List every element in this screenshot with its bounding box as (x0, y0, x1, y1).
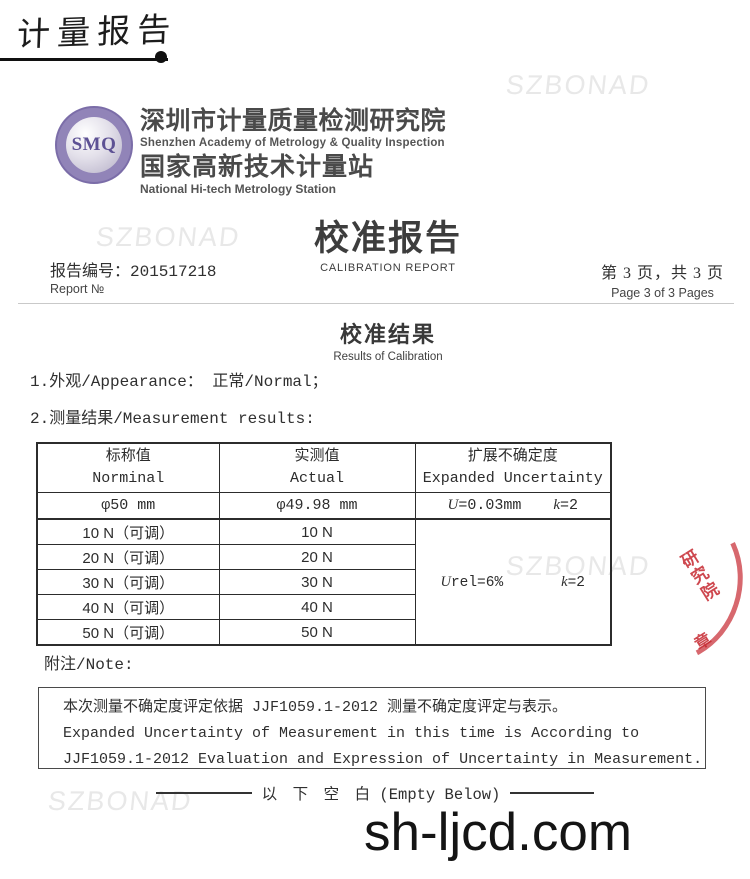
handwritten-dot (155, 51, 167, 63)
header-divider (18, 303, 734, 304)
smq-logo-icon: SMQ (55, 106, 133, 184)
cell-actual: 50 N (218, 619, 416, 646)
cell-uncertainty-merged: Urel=6% k=2 (414, 518, 612, 646)
cell-norminal-diameter: φ50 mm (36, 492, 220, 520)
header-cell-norminal: 标称值 Norminal (36, 442, 220, 493)
domain-text: sh-ljcd.com (364, 803, 633, 862)
table-header-row: 标称值 Norminal 实测值 Actual 扩展不确定度 Expanded Unc… (36, 442, 612, 493)
cell-actual: 30 N (218, 569, 416, 595)
smq-logo-sphere: SMQ (66, 117, 122, 173)
results-heading-block: 校准结果 Results of Calibration (26, 317, 750, 363)
cell-norminal: 50 N（可调） (36, 619, 220, 646)
org-name-en: Shenzhen Academy of Metrology & Quality … (140, 137, 445, 150)
cell-norminal: 10 N（可调） (36, 518, 220, 545)
page-number-block: 第 3 页，共 3 页 Page 3 of 3 Pages (601, 264, 724, 301)
note-line-cn: 本次测量不确定度评定依据 JJF1059.1-2012 测量不确定度评定与表示。 (63, 699, 568, 716)
cell-actual-diameter: φ49.98 mm (218, 492, 416, 520)
table-row: 20 N（可调） 20 N (36, 544, 611, 570)
table-row: 50 N（可调） 50 N (36, 619, 611, 646)
appearance-item: 1.外观/Appearance： 正常/Normal； (30, 373, 328, 391)
cell-actual: 40 N (218, 594, 416, 620)
table-row: 40 N（可调） 40 N (36, 594, 611, 620)
results-heading-cn: 校准结果 (339, 322, 436, 347)
table-row-diameter: φ50 mm φ49.98 mm U=0.03mm k=2 (36, 492, 612, 520)
empty-below-text: 以 下 空 白 (Empty Below) (261, 786, 501, 804)
results-heading-en: Results of Calibration (333, 351, 443, 363)
cell-norminal: 40 N（可调） (36, 594, 220, 620)
header-cell-actual: 实测值 Actual (218, 442, 416, 493)
measurement-item: 2.测量结果/Measurement results: (30, 410, 315, 428)
report-number: 报告编号：201517218 (50, 263, 217, 281)
report-title-block: 校准报告 CALIBRATION REPORT (26, 210, 750, 274)
page-number-en: Page 3 of 3 Pages (611, 285, 714, 300)
station-name-cn: 国家高新技术计量站 (140, 153, 375, 182)
watermark: SZBONAD (504, 70, 653, 100)
station-name-en: National Hi-tech Metrology Station (140, 181, 337, 196)
cell-actual: 20 N (218, 544, 416, 570)
smq-logo-text: SMQ (71, 134, 117, 155)
report-title-cn: 校准报告 (313, 219, 462, 258)
org-name-cn: 深圳市计量质量检测研究院 (140, 107, 447, 135)
note-box: 本次测量不确定度评定依据 JJF1059.1-2012 测量不确定度评定与表示。… (38, 687, 706, 769)
note-line-en-1: Expanded Uncertainty of Measurement in t… (63, 725, 640, 742)
table-row: 10 N（可调） 10 N Urel=6% k=2 (36, 518, 612, 646)
empty-below-divider: 以 下 空 白 (Empty Below) (0, 782, 750, 804)
header-cell-uncertainty: 扩展不确定度 Expanded Uncertainty (414, 442, 612, 493)
cell-actual: 10 N (218, 518, 416, 545)
cell-norminal: 30 N（可调） (36, 569, 220, 595)
note-line-en-2: JJF1059.1-2012 Evaluation and Expression… (63, 751, 703, 768)
handwritten-underline (0, 58, 168, 61)
rule-right (510, 792, 595, 794)
report-title-en: CALIBRATION REPORT (320, 262, 456, 274)
organization-block: 深圳市计量质量检测研究院 Shenzhen Academy of Metrolo… (140, 108, 446, 195)
measurement-table: 标称值 Norminal 实测值 Actual 扩展不确定度 Expanded Unc… (36, 442, 612, 646)
cell-uncertainty-diameter: U=0.03mm k=2 (414, 492, 612, 520)
cell-norminal: 20 N（可调） (36, 544, 220, 570)
report-number-label-en: Report № (50, 282, 105, 296)
handwritten-title: 计量报告 (16, 12, 178, 54)
page-number-cn: 第 3 页，共 3 页 (600, 265, 724, 282)
report-number-block: 报告编号：201517218 Report № (50, 262, 216, 298)
rule-left (155, 792, 252, 794)
note-label: 附注/Note: (44, 656, 134, 674)
